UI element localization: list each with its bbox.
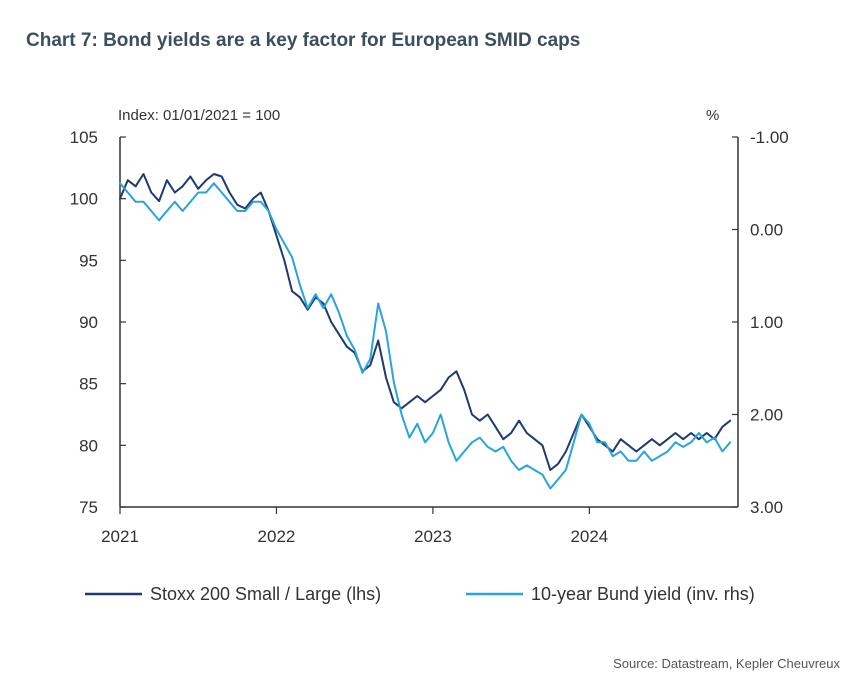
x-tick-label: 2024 [570,527,608,546]
right-axis-caption: % [706,107,719,124]
left-tick-label: 105 [70,128,98,147]
legend-label-stoxx: Stoxx 200 Small / Large (lhs) [150,584,381,604]
left-tick-label: 80 [79,436,98,455]
chart-legend: Stoxx 200 Small / Large (lhs) 10-year Bu… [85,584,755,604]
x-tick-label: 2021 [101,527,139,546]
left-tick-label: 95 [79,251,98,270]
series-layer [119,173,732,490]
left-tick-label: 100 [70,190,98,209]
chart-axes: 105 100 95 90 85 80 75 -1.00 0.00 1.00 2.00 3.00 202… [70,128,789,546]
source-note: Source: Datastream, Kepler Cheuvreux [613,656,840,671]
right-tick-label: -1.00 [750,128,789,147]
left-axis-caption: Index: 01/01/2021 = 100 [118,107,280,124]
left-tick-label: 75 [79,498,98,517]
left-tick-label: 85 [79,375,98,394]
right-tick-label: 2.00 [750,406,783,425]
right-tick-label: 1.00 [750,313,783,332]
right-tick-label: 3.00 [750,498,783,517]
chart-title: Chart 7: Bond yields are a key factor fo… [26,30,581,51]
legend-label-bund: 10-year Bund yield (inv. rhs) [531,584,755,604]
left-tick-label: 90 [79,313,98,332]
series-line-stoxx [119,173,732,471]
x-tick-label: 2023 [414,527,452,546]
x-tick-label: 2022 [258,527,296,546]
right-tick-label: 0.00 [750,221,783,240]
series-line-bund [119,182,732,490]
